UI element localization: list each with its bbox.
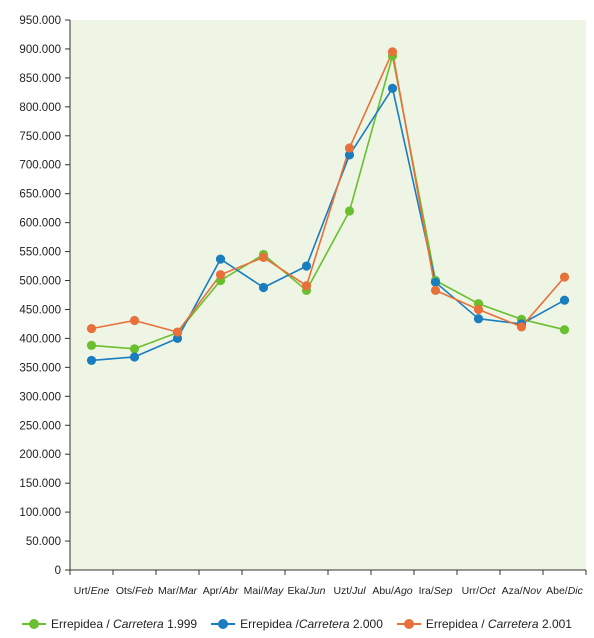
y-tick-label: 350.000 <box>19 362 61 374</box>
x-tick-label: Eka/Jun <box>288 585 326 597</box>
x-tick-label: Aza/Nov <box>502 585 542 597</box>
x-tick-label: Mai/May <box>244 585 284 597</box>
series-2-point <box>215 254 226 264</box>
series-2-point <box>86 355 97 366</box>
legend-label: Errepidea / Carretera 2.001 <box>425 617 572 631</box>
series-3-point <box>344 143 355 153</box>
series-3-point <box>129 315 140 326</box>
series-3-point <box>559 272 570 282</box>
series-3-point <box>516 322 527 332</box>
series-3-point <box>430 285 441 295</box>
series-2-point <box>559 295 570 305</box>
x-tick-label: Mar/Mar <box>158 585 198 597</box>
legend-label: Errepidea /Carretera 2.000 <box>240 617 383 631</box>
line-chart: 0 50.000 100.000 150.000 200.000 250.000 300.0… <box>19 15 587 597</box>
legend-marker-icon <box>211 619 236 629</box>
series-3-point <box>258 252 269 262</box>
series-3-point <box>86 323 97 334</box>
series-1-point <box>559 325 570 335</box>
y-tick-label: 850.000 <box>19 73 61 85</box>
series-3-point <box>172 327 183 337</box>
y-tick-label: 650.000 <box>19 189 61 201</box>
x-tick-label: Ira/Sep <box>419 585 453 597</box>
series-3-point <box>473 304 484 315</box>
legend-marker-icon <box>22 619 46 629</box>
y-tick-label: 200.000 <box>19 449 61 461</box>
y-tick-label: 550.000 <box>19 247 61 259</box>
series-2-point <box>430 277 441 287</box>
series-2-point <box>258 282 269 293</box>
series-1-point <box>86 340 97 350</box>
legend-label: Errepidea / Carretera 1.999 <box>51 617 198 631</box>
legend-entry-2: Errepidea /Carretera 2.000 <box>211 617 383 631</box>
y-tick-label: 600.000 <box>19 218 61 230</box>
x-tick-label: Apr/Abr <box>203 585 239 597</box>
legend-marker-icon <box>396 619 421 629</box>
y-tick-label: 400.000 <box>19 333 61 345</box>
y-tick-label: 300.000 <box>19 391 61 403</box>
x-tick-label: Urt/Ene <box>74 585 110 597</box>
series-2-point <box>473 314 484 324</box>
y-tick-label: 0 <box>55 565 61 577</box>
series-2-point <box>344 150 355 160</box>
legend: Errepidea / Carretera 1.999 Errepidea /Ca… <box>0 614 594 634</box>
y-tick-label: 950.000 <box>19 15 61 27</box>
x-tick-label: Uzt/Jul <box>333 585 366 597</box>
y-tick-label: 250.000 <box>19 420 61 432</box>
x-axis: Urt/Ene Ots/Feb Mar/Mar Apr/Abr Mai/May Eka/J… <box>69 569 587 597</box>
series-2-point <box>172 333 183 344</box>
series-2-point <box>129 352 140 362</box>
y-tick-label: 750.000 <box>19 131 61 143</box>
y-tick-label: 450.000 <box>19 304 61 316</box>
y-axis: 0 50.000 100.000 150.000 200.000 250.000 300.0… <box>19 15 71 577</box>
y-tick-label: 800.000 <box>19 102 61 114</box>
x-tick-label: Urr/Oct <box>462 585 497 597</box>
legend-entry-3: Errepidea / Carretera 2.001 <box>396 617 572 631</box>
legend-entry-1: Errepidea / Carretera 1.999 <box>22 617 197 631</box>
series-line-2 <box>91 87 565 362</box>
x-tick-label: Ots/Feb <box>116 585 154 597</box>
y-tick-label: 100.000 <box>19 507 61 519</box>
y-tick-label: 900.000 <box>19 44 61 56</box>
series-3-point <box>387 47 398 57</box>
series-line-1 <box>91 55 565 350</box>
y-tick-label: 500.000 <box>19 276 61 288</box>
x-tick-label: Abe/Dic <box>546 585 584 597</box>
series-1-point <box>129 344 140 354</box>
series-1-point <box>344 206 355 216</box>
plot-area <box>70 20 586 570</box>
series-2-point <box>387 83 398 93</box>
y-tick-label: 150.000 <box>19 478 61 490</box>
y-tick-label: 50.000 <box>26 536 61 548</box>
series-2-point <box>301 261 312 271</box>
series-3-point <box>301 281 312 291</box>
series-group <box>86 47 570 366</box>
series-line-3 <box>91 50 566 333</box>
x-tick-label: Abu/Ago <box>372 585 412 597</box>
series-3-point <box>215 270 226 280</box>
y-tick-label: 700.000 <box>19 160 61 172</box>
